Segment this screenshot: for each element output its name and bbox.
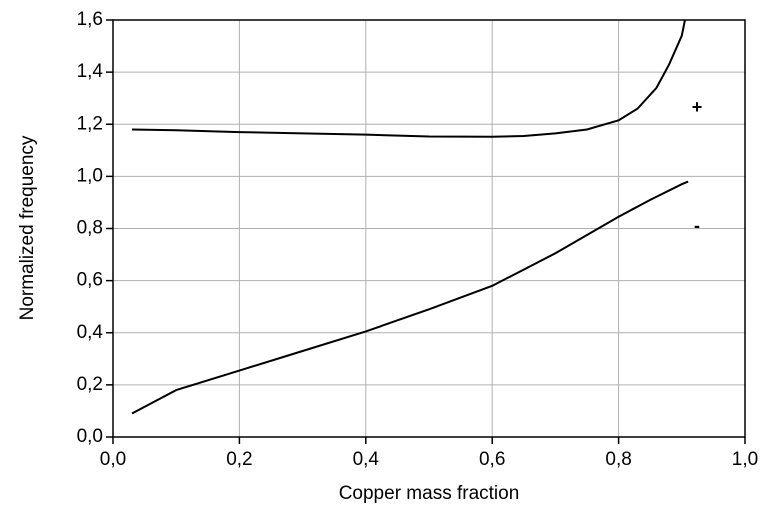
line-series <box>131 19 686 138</box>
y-tick-label: 1,0 <box>77 165 103 186</box>
x-tick-label: 0,2 <box>226 449 252 470</box>
series-label: + <box>692 97 703 117</box>
x-tick-label: 0,4 <box>353 449 380 470</box>
line-series <box>131 180 689 415</box>
y-tick-label: 1,4 <box>77 61 104 82</box>
y-tick-label: 1,6 <box>77 9 103 30</box>
y-axis-label: Normalized frequency <box>17 135 38 320</box>
y-tick-label: 0,4 <box>77 322 104 343</box>
y-tick-label: 1,2 <box>77 113 103 134</box>
x-axis-label: Copper mass fraction <box>339 483 520 504</box>
plot-frame <box>112 19 746 438</box>
y-tick-label: 0,8 <box>77 218 103 239</box>
x-tick-label: 0,6 <box>479 449 505 470</box>
x-tick-label: 0,0 <box>100 449 126 470</box>
y-tick-label: 0,2 <box>77 374 103 395</box>
x-tick-label: 0,8 <box>605 449 631 470</box>
y-tick-label: 0,6 <box>77 270 103 291</box>
x-tick-label: 1,0 <box>732 449 758 470</box>
y-tick-label: 0,0 <box>77 426 103 447</box>
series-label: - <box>694 215 700 235</box>
